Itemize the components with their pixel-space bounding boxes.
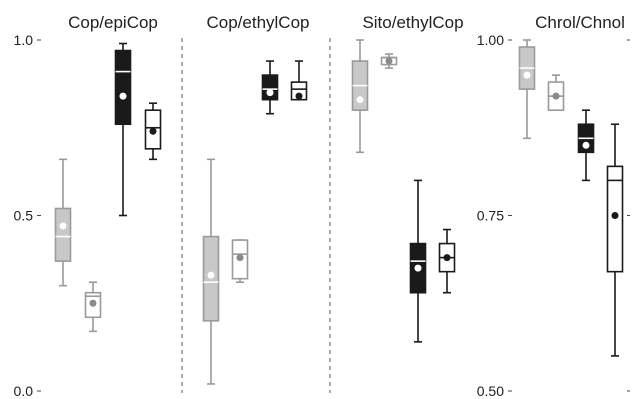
mean-point-1-4 <box>149 127 157 135</box>
box-1-1 <box>54 207 72 262</box>
panel-title-2: Cop/ethylCop <box>206 13 309 32</box>
box-2-3 <box>261 74 279 101</box>
panel-title-3: Sito/ethylCop <box>362 13 463 32</box>
y-tick-label-4-1: 0.50 <box>477 383 504 399</box>
box-2-1 <box>202 235 220 322</box>
box-4-4 <box>606 165 624 273</box>
mean-point-4-2 <box>552 92 560 100</box>
y-tick-label-1-3: 1.0 <box>14 32 34 48</box>
mean-point-3-3 <box>414 264 422 272</box>
mean-point-1-1 <box>59 222 67 230</box>
mean-point-3-2 <box>385 57 393 65</box>
mean-point-4-4 <box>611 212 619 219</box>
y-tick-label-4-3: 1.00 <box>477 32 504 48</box>
mean-point-2-4 <box>295 92 303 100</box>
mean-point-3-1 <box>356 96 364 104</box>
mean-point-2-2 <box>236 254 244 262</box>
mean-point-3-4 <box>443 254 451 262</box>
mean-point-1-3 <box>119 92 127 100</box>
panel-title-4: Chrol/Chnol <box>535 13 625 32</box>
y-tick-label-1-1: 0.0 <box>14 383 34 399</box>
mean-point-2-3 <box>266 89 274 97</box>
box-2-4 <box>290 81 308 101</box>
y-tick-label-1-2: 0.5 <box>14 208 34 224</box>
mean-point-2-1 <box>207 271 215 279</box>
mean-point-4-1 <box>523 71 531 79</box>
panel-title-1: Cop/epiCop <box>68 13 158 32</box>
mean-point-4-3 <box>582 141 590 149</box>
mean-point-1-2 <box>89 299 97 307</box>
box-1-3 <box>114 49 132 126</box>
y-tick-label-4-2: 0.75 <box>477 208 504 224</box>
